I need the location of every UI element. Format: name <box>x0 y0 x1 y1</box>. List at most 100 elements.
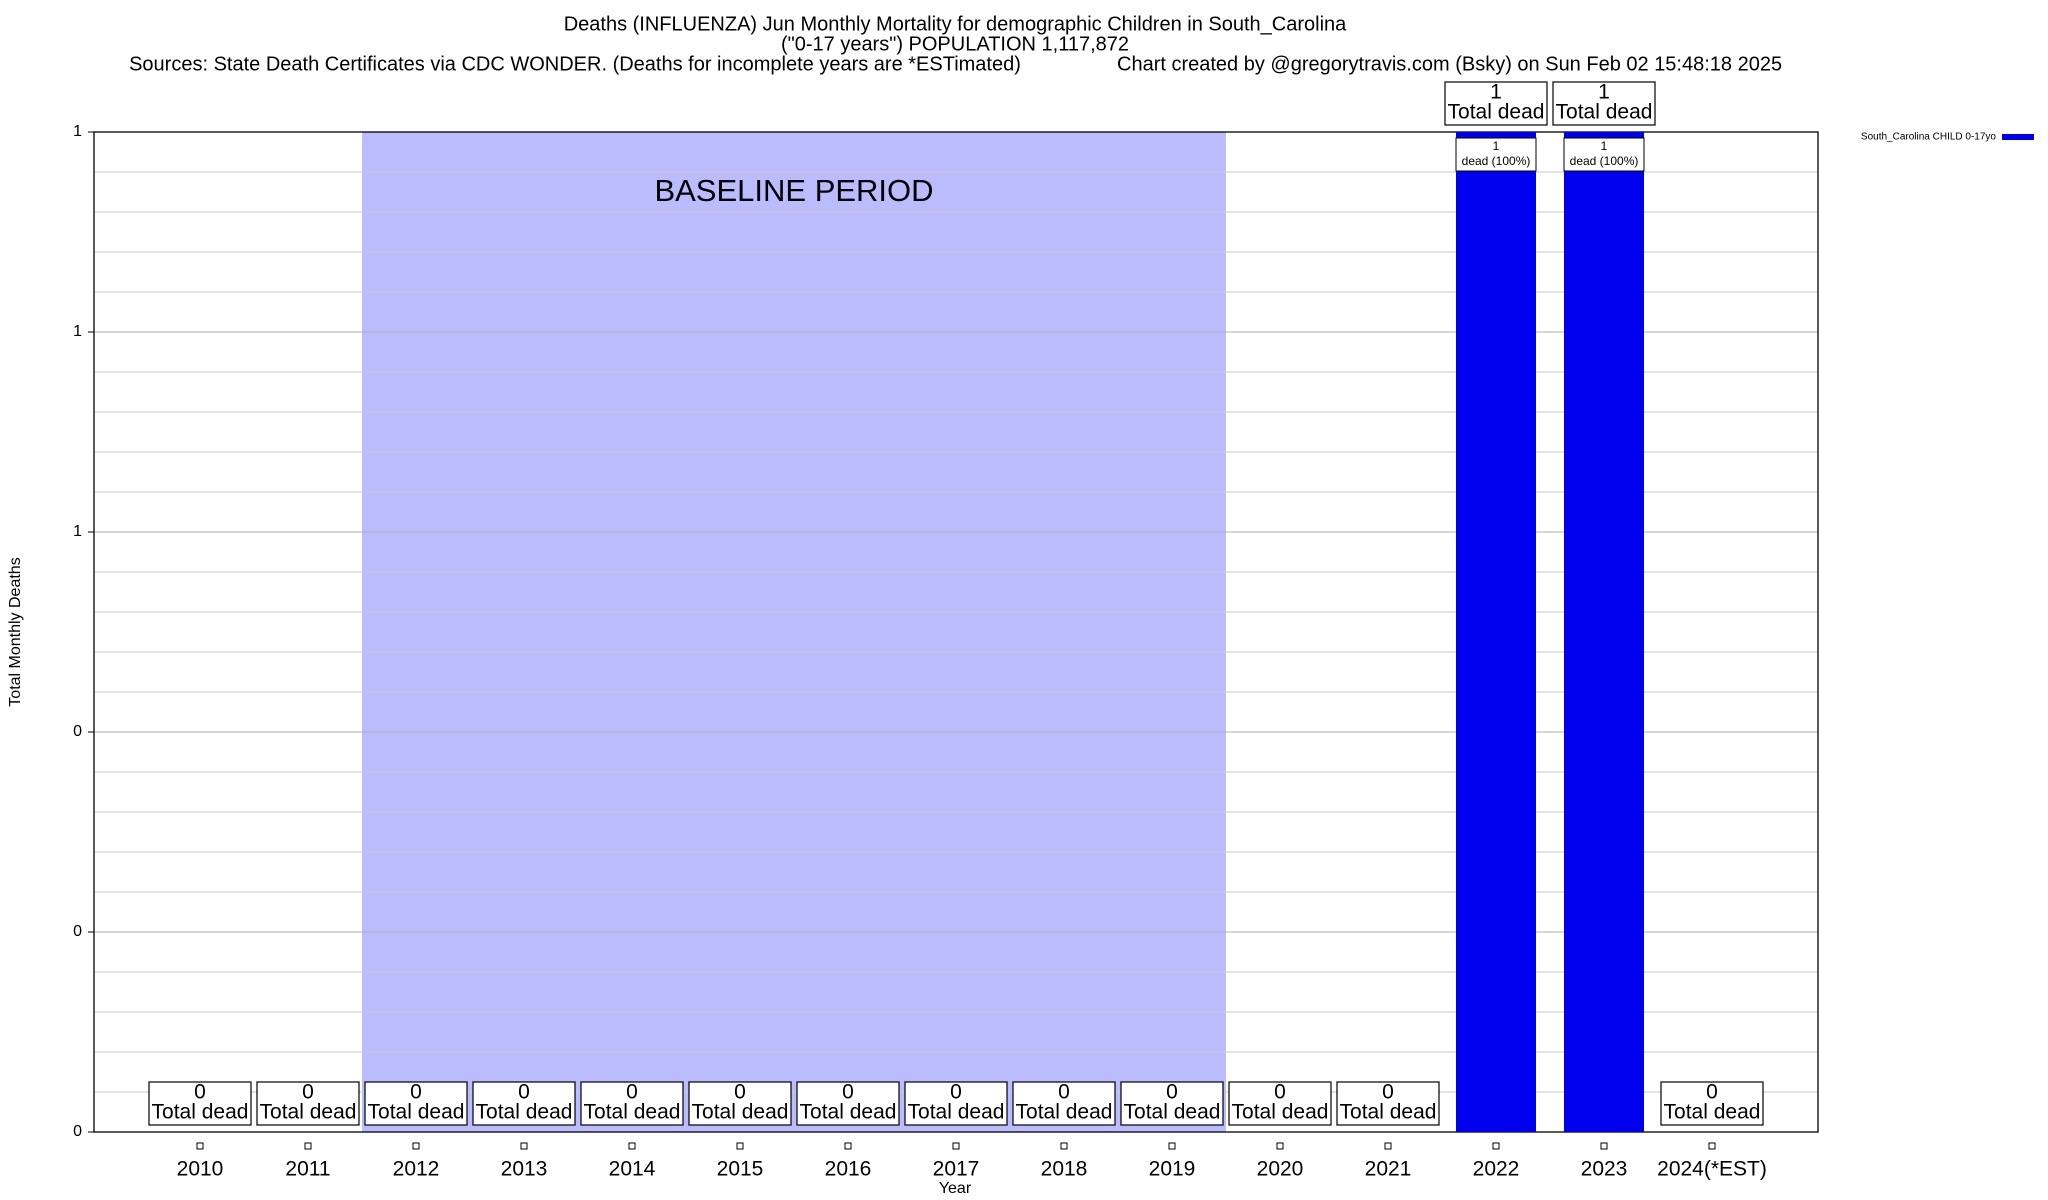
value-label-caption: Total dead <box>800 1101 897 1124</box>
x-tick-label: 2012 <box>393 1158 440 1181</box>
inner-label-value: 1 <box>1493 139 1500 153</box>
inner-label-caption: dead (100%) <box>1462 154 1531 168</box>
chart-subtitle: ("0-17 years") POPULATION 1,117,872 <box>781 33 1129 55</box>
bar <box>1456 132 1536 1132</box>
y-tick-label: 0 <box>73 723 82 740</box>
value-label-box <box>796 1081 900 1126</box>
plot-border <box>93 131 1819 1133</box>
x-tick-label: 2016 <box>825 1158 872 1181</box>
baseline-label: BASELINE PERIOD <box>654 173 933 208</box>
value-label-box <box>1336 1081 1440 1126</box>
value-label: 0 <box>410 1081 422 1104</box>
x-tick-label: 2010 <box>177 1158 224 1181</box>
value-label: 0 <box>518 1081 530 1104</box>
value-label: 0 <box>1706 1081 1718 1104</box>
inner-label-value: 1 <box>1601 139 1608 153</box>
value-label: 1 <box>1490 81 1502 104</box>
x-tick-label: 2023 <box>1581 1158 1628 1181</box>
value-label-caption: Total dead <box>368 1101 465 1124</box>
value-label: 0 <box>626 1081 638 1104</box>
value-label: 0 <box>302 1081 314 1104</box>
y-tick-label: 0 <box>73 923 82 940</box>
x-point <box>1600 1142 1608 1150</box>
value-label-box <box>688 1081 792 1126</box>
value-label: 0 <box>842 1081 854 1104</box>
y-tick-label: 0 <box>73 1123 82 1140</box>
value-label: 0 <box>1166 1081 1178 1104</box>
x-axis-label: Year <box>939 1180 972 1197</box>
inner-label-box <box>1563 137 1645 172</box>
value-label: 0 <box>1274 1081 1286 1104</box>
x-tick-label: 2017 <box>933 1158 980 1181</box>
value-label-box <box>1120 1081 1224 1126</box>
x-tick-label: 2022 <box>1473 1158 1520 1181</box>
value-label: 0 <box>194 1081 206 1104</box>
value-label: 0 <box>1382 1081 1394 1104</box>
value-label-caption: Total dead <box>1664 1101 1761 1124</box>
value-label-caption: Total dead <box>1232 1101 1329 1124</box>
legend-label: South_Carolina CHILD 0-17yo <box>1861 132 1997 143</box>
value-label-caption: Total dead <box>152 1101 249 1124</box>
x-point <box>1384 1142 1392 1150</box>
x-point <box>412 1142 420 1150</box>
value-label-caption: Total dead <box>260 1101 357 1124</box>
value-label-box <box>1228 1081 1332 1126</box>
value-label-box <box>1012 1081 1116 1126</box>
x-point <box>1060 1142 1068 1150</box>
baseline-region <box>362 132 1226 1132</box>
x-point <box>844 1142 852 1150</box>
bar <box>1564 132 1644 1132</box>
x-point <box>196 1142 204 1150</box>
x-tick-label: 2020 <box>1257 1158 1304 1181</box>
value-label-box <box>1552 81 1656 126</box>
chart-credit: Chart created by @gregorytravis.com (Bsk… <box>1117 53 1782 75</box>
value-label-caption: Total dead <box>1448 101 1545 124</box>
x-point <box>1168 1142 1176 1150</box>
x-point <box>736 1142 744 1150</box>
value-label-caption: Total dead <box>1556 101 1653 124</box>
legend-swatch <box>2002 134 2034 140</box>
y-tick-label: 1 <box>73 523 82 540</box>
x-point <box>1492 1142 1500 1150</box>
value-label-box <box>256 1081 360 1126</box>
inner-label-box <box>1455 137 1537 172</box>
x-tick-label: 2018 <box>1041 1158 1088 1181</box>
value-label: 0 <box>950 1081 962 1104</box>
x-tick-label: 2019 <box>1149 1158 1196 1181</box>
chart-source: Sources: State Death Certificates via CD… <box>129 53 1021 75</box>
x-tick-label: 2024(*EST) <box>1657 1158 1767 1181</box>
value-label-box <box>1660 1081 1764 1126</box>
value-label-box <box>580 1081 684 1126</box>
chart-title: Deaths (INFLUENZA) Jun Monthly Mortality… <box>564 13 1347 35</box>
x-point <box>520 1142 528 1150</box>
value-label: 0 <box>734 1081 746 1104</box>
value-label-box <box>148 1081 252 1126</box>
x-point <box>628 1142 636 1150</box>
x-tick-label: 2015 <box>717 1158 764 1181</box>
x-tick-label: 2021 <box>1365 1158 1412 1181</box>
x-point <box>1276 1142 1284 1150</box>
value-label-box <box>904 1081 1008 1126</box>
x-tick-label: 2013 <box>501 1158 548 1181</box>
value-label-caption: Total dead <box>692 1101 789 1124</box>
value-label-box <box>1444 81 1548 126</box>
value-label-caption: Total dead <box>476 1101 573 1124</box>
value-label-caption: Total dead <box>1124 1101 1221 1124</box>
value-label-box <box>472 1081 576 1126</box>
x-point <box>304 1142 312 1150</box>
x-point <box>952 1142 960 1150</box>
x-tick-label: 2011 <box>285 1158 330 1181</box>
y-tick-label: 1 <box>73 323 82 340</box>
y-axis-label: Total Monthly Deaths <box>7 557 24 706</box>
value-label-caption: Total dead <box>908 1101 1005 1124</box>
value-label: 0 <box>1058 1081 1070 1104</box>
value-label-caption: Total dead <box>1016 1101 1113 1124</box>
value-label-box <box>364 1081 468 1126</box>
value-label-caption: Total dead <box>1340 1101 1437 1124</box>
x-point <box>1708 1142 1716 1150</box>
value-label: 1 <box>1598 81 1610 104</box>
inner-label-caption: dead (100%) <box>1570 154 1639 168</box>
value-label-caption: Total dead <box>584 1101 681 1124</box>
